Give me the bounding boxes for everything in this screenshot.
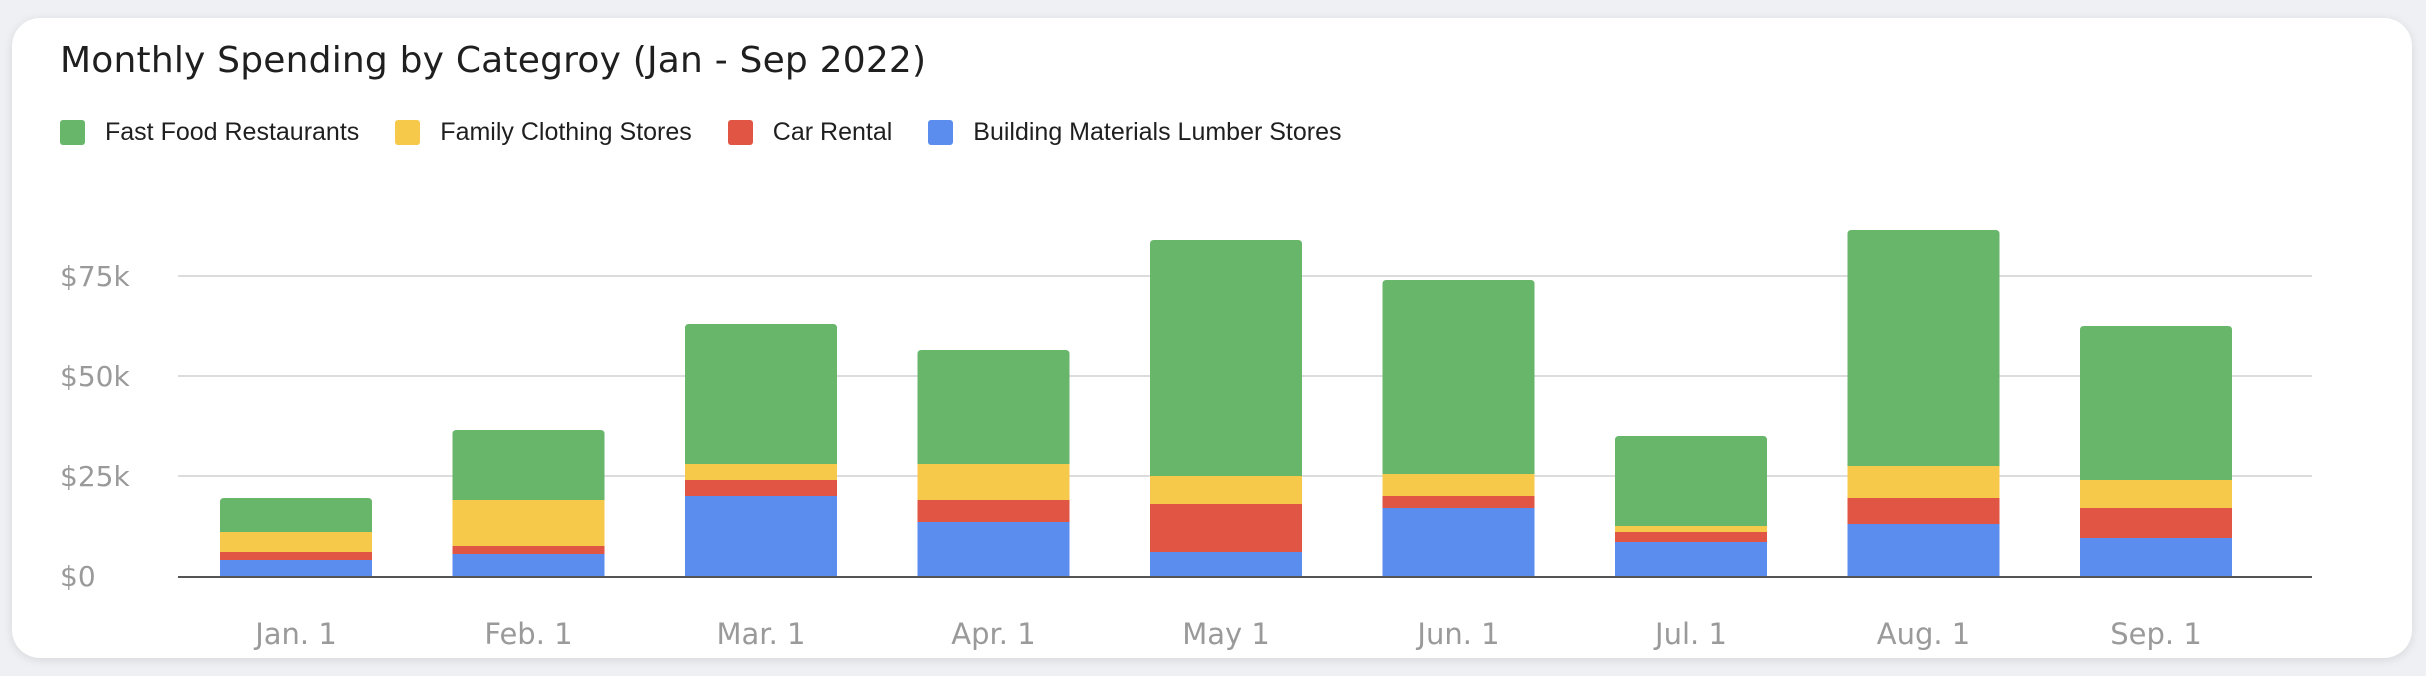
bar-segment[interactable]: [452, 500, 605, 546]
bar-stack[interactable]: [1847, 230, 2000, 576]
bar-segment[interactable]: [917, 464, 1070, 500]
legend-item[interactable]: Fast Food Restaurants: [60, 118, 359, 147]
bar-segment[interactable]: [1847, 498, 2000, 524]
bar-segment[interactable]: [685, 464, 837, 480]
chart-card: Monthly Spending by Categroy (Jan - Sep …: [12, 18, 2412, 658]
bar-segment[interactable]: [1615, 542, 1767, 576]
chart-legend: Fast Food Restaurants Family Clothing Sto…: [60, 118, 1378, 147]
bar-segment[interactable]: [2080, 326, 2232, 480]
bar-segment[interactable]: [1615, 532, 1767, 542]
y-tick-label: $0: [60, 560, 96, 593]
bar-segment[interactable]: [1382, 474, 1535, 496]
legend-label: Fast Food Restaurants: [105, 118, 360, 146]
bar-segment[interactable]: [452, 554, 605, 576]
bar-segment[interactable]: [452, 546, 605, 554]
chart-title: Monthly Spending by Categroy (Jan - Sep …: [60, 40, 927, 81]
legend-item[interactable]: Building Materials Lumber Stores: [928, 118, 1342, 147]
bar-segment[interactable]: [917, 522, 1070, 576]
bar-stack[interactable]: [452, 430, 605, 576]
bar-stack[interactable]: [220, 498, 372, 576]
legend-item[interactable]: Family Clothing Stores: [395, 118, 692, 147]
bar-segment[interactable]: [1150, 552, 1302, 576]
x-tick-label: May 1: [1182, 617, 1270, 651]
bar-stack[interactable]: [1382, 280, 1535, 576]
bar-segment[interactable]: [220, 498, 372, 532]
y-tick-label: $25k: [60, 460, 130, 493]
legend-label: Building Materials Lumber Stores: [973, 118, 1342, 146]
x-tick-label: Jan. 1: [253, 617, 337, 651]
bar-segment[interactable]: [220, 532, 372, 552]
bar-segment[interactable]: [220, 560, 372, 576]
bar-segment[interactable]: [1150, 240, 1302, 476]
legend-swatch: [727, 120, 753, 145]
legend-item[interactable]: Car Rental: [727, 118, 893, 147]
bar-segment[interactable]: [1847, 230, 2000, 466]
bar-segment[interactable]: [1847, 524, 2000, 576]
chart-plot-area: $0 $25k $50k $75k Jan. 1 Feb. 1 Mar. 1 Apr. 1 Ma…: [60, 230, 2312, 651]
x-tick-label: Mar. 1: [717, 617, 806, 651]
bar-segment[interactable]: [917, 500, 1070, 522]
x-tick-label: Jul. 1: [1653, 617, 1727, 651]
x-tick-label: Aug. 1: [1877, 617, 1971, 651]
bar-segment[interactable]: [1615, 526, 1767, 532]
x-tick-label: Apr. 1: [951, 617, 1035, 651]
x-tick-label: Jun. 1: [1415, 617, 1499, 651]
y-tick-label: $75k: [60, 260, 130, 293]
legend-swatch: [60, 120, 85, 145]
bar-segment[interactable]: [452, 430, 605, 500]
bar-segment[interactable]: [1382, 508, 1535, 576]
bar-segment[interactable]: [1847, 466, 2000, 498]
bar-stack[interactable]: [917, 350, 1070, 576]
bar-segment[interactable]: [2080, 480, 2232, 508]
legend-swatch: [395, 120, 421, 145]
bar-segment[interactable]: [220, 552, 372, 560]
bar-stack[interactable]: [685, 324, 837, 576]
x-tick-label: Sep. 1: [2110, 617, 2202, 651]
legend-swatch: [928, 120, 954, 145]
bar-segment[interactable]: [917, 350, 1070, 464]
bar-segment[interactable]: [2080, 508, 2232, 538]
bar-segment[interactable]: [1382, 280, 1535, 474]
bar-stack[interactable]: [1615, 436, 1767, 576]
bar-segment[interactable]: [1150, 476, 1302, 504]
y-tick-label: $50k: [60, 360, 130, 393]
bar-stack[interactable]: [2080, 326, 2232, 576]
x-tick-label: Feb. 1: [484, 617, 572, 651]
bar-segment[interactable]: [685, 480, 837, 496]
bar-segment[interactable]: [685, 324, 837, 464]
bar-segment[interactable]: [2080, 538, 2232, 576]
bar-segment[interactable]: [685, 496, 837, 576]
legend-label: Family Clothing Stores: [440, 118, 692, 146]
bar-segment[interactable]: [1150, 504, 1302, 552]
bar-segment[interactable]: [1615, 436, 1767, 526]
bar-stack[interactable]: [1150, 240, 1302, 576]
bar-segment[interactable]: [1382, 496, 1535, 508]
legend-label: Car Rental: [772, 118, 893, 146]
